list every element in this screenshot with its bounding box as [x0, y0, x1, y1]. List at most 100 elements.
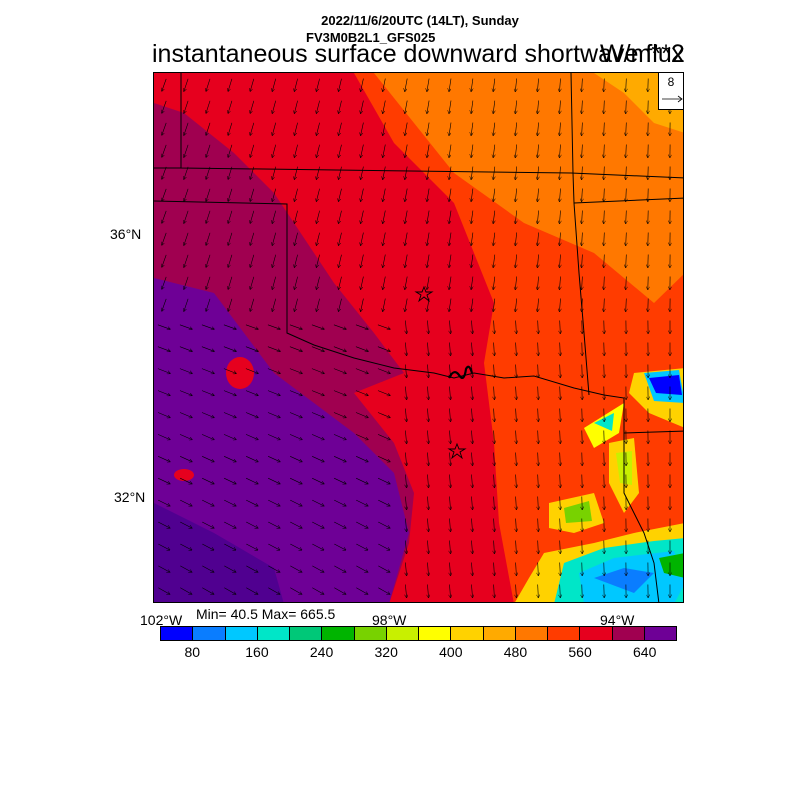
wind-vector-arrow [626, 254, 627, 268]
wind-vector-arrow [294, 122, 298, 136]
wind-vector-arrow [582, 254, 583, 268]
wind-vector-arrow [184, 100, 189, 113]
wind-vector-arrow [405, 78, 408, 92]
wind-vector-arrow [450, 584, 451, 598]
wind-vector-arrow [267, 412, 280, 418]
wind-vector-arrow [361, 276, 364, 290]
wind-vector-arrow [428, 584, 429, 598]
wind-vector-arrow [201, 390, 214, 396]
wind-vector-arrow [515, 254, 516, 268]
wind-vector-arrow [339, 298, 342, 312]
wind-vector-arrow [515, 166, 516, 180]
wind-vector-arrow [356, 499, 368, 506]
wind-vector-arrow [245, 456, 258, 461]
wind-vector-arrow [537, 254, 538, 268]
wind-vector-arrow [294, 166, 298, 180]
wind-vector-arrow [428, 474, 429, 488]
wind-vector-arrow [312, 543, 323, 550]
wind-vector-arrow [560, 452, 561, 466]
wind-vector-arrow [250, 210, 255, 223]
wind-vector-arrow [272, 254, 276, 268]
wind-vector-arrow [356, 565, 367, 572]
wind-vector-arrow [294, 298, 298, 312]
title-variable: instantaneous surface downward shortwave… [152, 40, 685, 68]
wind-vector-arrow [162, 254, 167, 267]
wind-vector-arrow [316, 254, 320, 268]
wind-vector-arrow [449, 254, 452, 268]
wind-vectors [157, 78, 670, 598]
wind-vector-arrow [538, 562, 539, 576]
colorbar-swatch [515, 627, 548, 640]
wind-vector-arrow [405, 188, 408, 202]
wind-vector-arrow [339, 166, 342, 180]
field-orange [374, 73, 683, 303]
wind-vector-arrow [450, 452, 451, 466]
wind-vector-arrow [311, 412, 324, 418]
wind-vector-arrow [272, 100, 276, 114]
wind-vector-arrow [162, 210, 167, 223]
wind-vector-arrow [316, 188, 320, 202]
wind-vector-arrow [516, 562, 517, 576]
wind-vector-arrow [250, 254, 255, 267]
wind-vector-arrow [428, 342, 429, 356]
wind-vector-arrow [157, 412, 170, 418]
wind-vector-arrow [405, 100, 408, 114]
wind-vector-arrow [450, 540, 451, 554]
wind-vector-arrow [450, 518, 451, 532]
wind-vector-arrow [626, 122, 627, 136]
reference-vector-label: 8 [667, 75, 675, 89]
wind-vector-arrow [472, 430, 473, 444]
wind-vector-arrow [272, 232, 276, 246]
wind-vector-arrow [157, 456, 170, 461]
wind-vector-arrow [494, 562, 495, 576]
wind-vector-arrow [538, 386, 539, 400]
wind-vector-arrow [427, 78, 430, 92]
wind-vector-arrow [494, 342, 495, 356]
wind-vector-arrow [184, 210, 189, 223]
wind-vector-arrow [228, 276, 233, 289]
wind-vector-arrow [334, 565, 345, 572]
wind-vector-arrow [294, 144, 298, 158]
wind-vector-arrow [604, 78, 605, 92]
wind-vector-arrow [493, 144, 495, 158]
wind-vector-arrow [224, 587, 235, 594]
wind-vector-arrow [494, 518, 495, 532]
wind-vector-arrow [538, 474, 539, 488]
wind-vector-arrow [560, 166, 561, 180]
wind-vector-arrow [377, 324, 390, 329]
wind-vector-arrow [180, 499, 192, 506]
wind-vector-arrow [316, 232, 320, 246]
wind-vector-arrow [538, 408, 539, 422]
wind-vector-arrow [471, 144, 473, 158]
wind-vector-arrow [604, 254, 605, 268]
colorbar-swatch [419, 627, 452, 640]
wind-vector-arrow [184, 232, 189, 245]
wind-vector-arrow [158, 499, 170, 506]
wind-vector-arrow [339, 188, 342, 202]
lat-label-32: 32°N [114, 489, 146, 505]
wind-vector-arrow [582, 144, 583, 158]
colorbar-swatch [644, 627, 676, 640]
wind-vector-arrow [377, 390, 390, 396]
wind-vector-arrow [206, 254, 211, 267]
wind-vector-arrow [250, 122, 255, 135]
wind-vector-arrow [383, 232, 386, 246]
wind-vector-arrow [202, 521, 214, 528]
wind-vector-arrow [378, 543, 389, 550]
wind-vector-arrow [427, 166, 430, 180]
border-ar-mo [573, 197, 683, 204]
colorbar-tick-label: 480 [503, 644, 528, 660]
wind-vector-arrow [201, 456, 214, 461]
wind-vector-arrow [494, 474, 495, 488]
wind-vector-arrow [604, 122, 605, 136]
wind-vector-arrow [361, 100, 364, 114]
wind-vector-arrow [494, 584, 495, 598]
wind-vector-arrow [471, 100, 473, 114]
wind-vector-arrow [355, 412, 368, 418]
wind-vector-arrow [289, 390, 302, 396]
wind-vector-arrow [582, 210, 583, 224]
wind-vector-arrow [560, 342, 561, 356]
wind-vector-arrow [162, 232, 167, 245]
wind-vector-arrow [472, 540, 473, 554]
wind-vector-arrow [515, 276, 516, 290]
